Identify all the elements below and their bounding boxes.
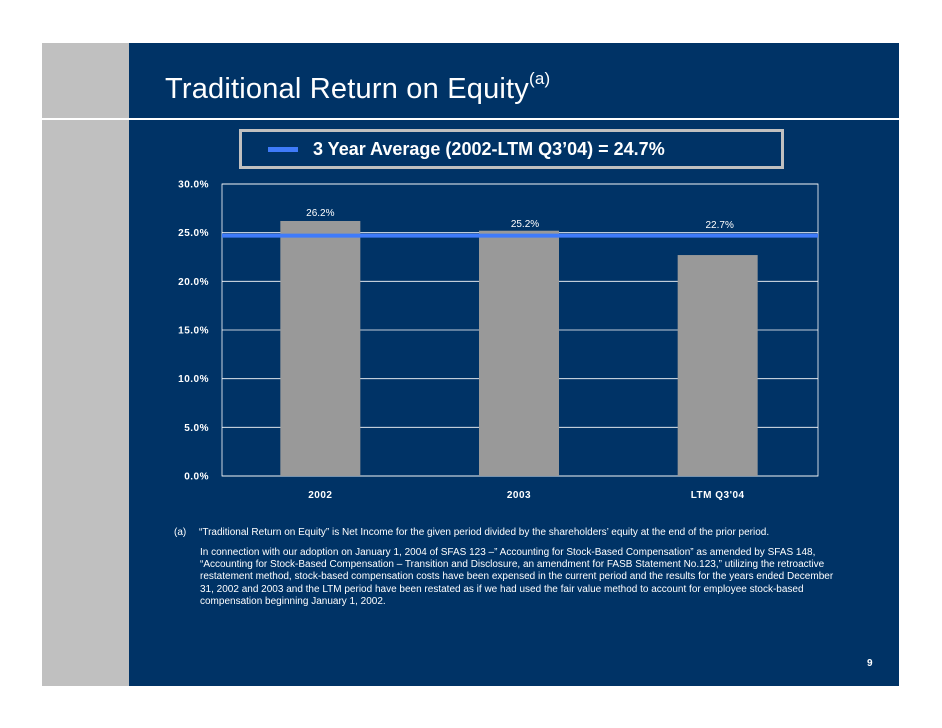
footnote-definition: “Traditional Return on Equity” is Net In… [199,527,770,538]
bar [677,255,758,476]
y-tick-label: 15.0% [178,326,209,337]
chart-labels: 0.0% 5.0% 10.0% 15.0% 20.0% 25.0% 30.0% 26.2% 20… [178,180,744,502]
y-tick-label: 20.0% [178,277,209,288]
bar-data-label: 26.2% [306,208,334,219]
footnote-paragraph: In connection with our adoption on Janua… [200,547,834,607]
bar-data-label: 22.7% [705,220,733,231]
bar [479,230,559,476]
bar-data-label: 25.2% [511,219,539,230]
slide-title-text: Traditional Return on Equity [165,73,529,105]
legend-average-swatch [268,146,298,152]
slide-title: Traditional Return on Equity(a) [165,69,550,106]
title-footnote-marker: (a) [529,69,551,88]
page-number: 9 [867,658,873,669]
y-tick-label: 30.0% [178,180,209,191]
chart-bars [280,220,758,476]
y-tick-label: 0.0% [184,472,209,483]
bar [280,220,361,476]
footnote-label: (a) [174,527,187,538]
y-tick-label: 25.0% [178,228,209,239]
slide-sidebar [42,43,129,686]
y-tick-label: 10.0% [178,374,209,385]
x-category-label: 2003 [507,490,531,501]
x-category-label: LTM Q3'04 [691,490,745,501]
slide: Traditional Return on Equity(a) 3 Year A… [42,43,899,686]
y-tick-label: 5.0% [184,423,209,434]
title-divider [42,118,899,120]
x-category-label: 2002 [308,490,332,501]
legend-average-label: 3 Year Average (2002-LTM Q3’04) = 24.7% [313,138,665,159]
roe-bar-chart: 0.0% 5.0% 10.0% 15.0% 20.0% 25.0% 30.0% 26.2% 20… [178,180,819,502]
chart-legend: 3 Year Average (2002-LTM Q3’04) = 24.7% [239,129,784,169]
